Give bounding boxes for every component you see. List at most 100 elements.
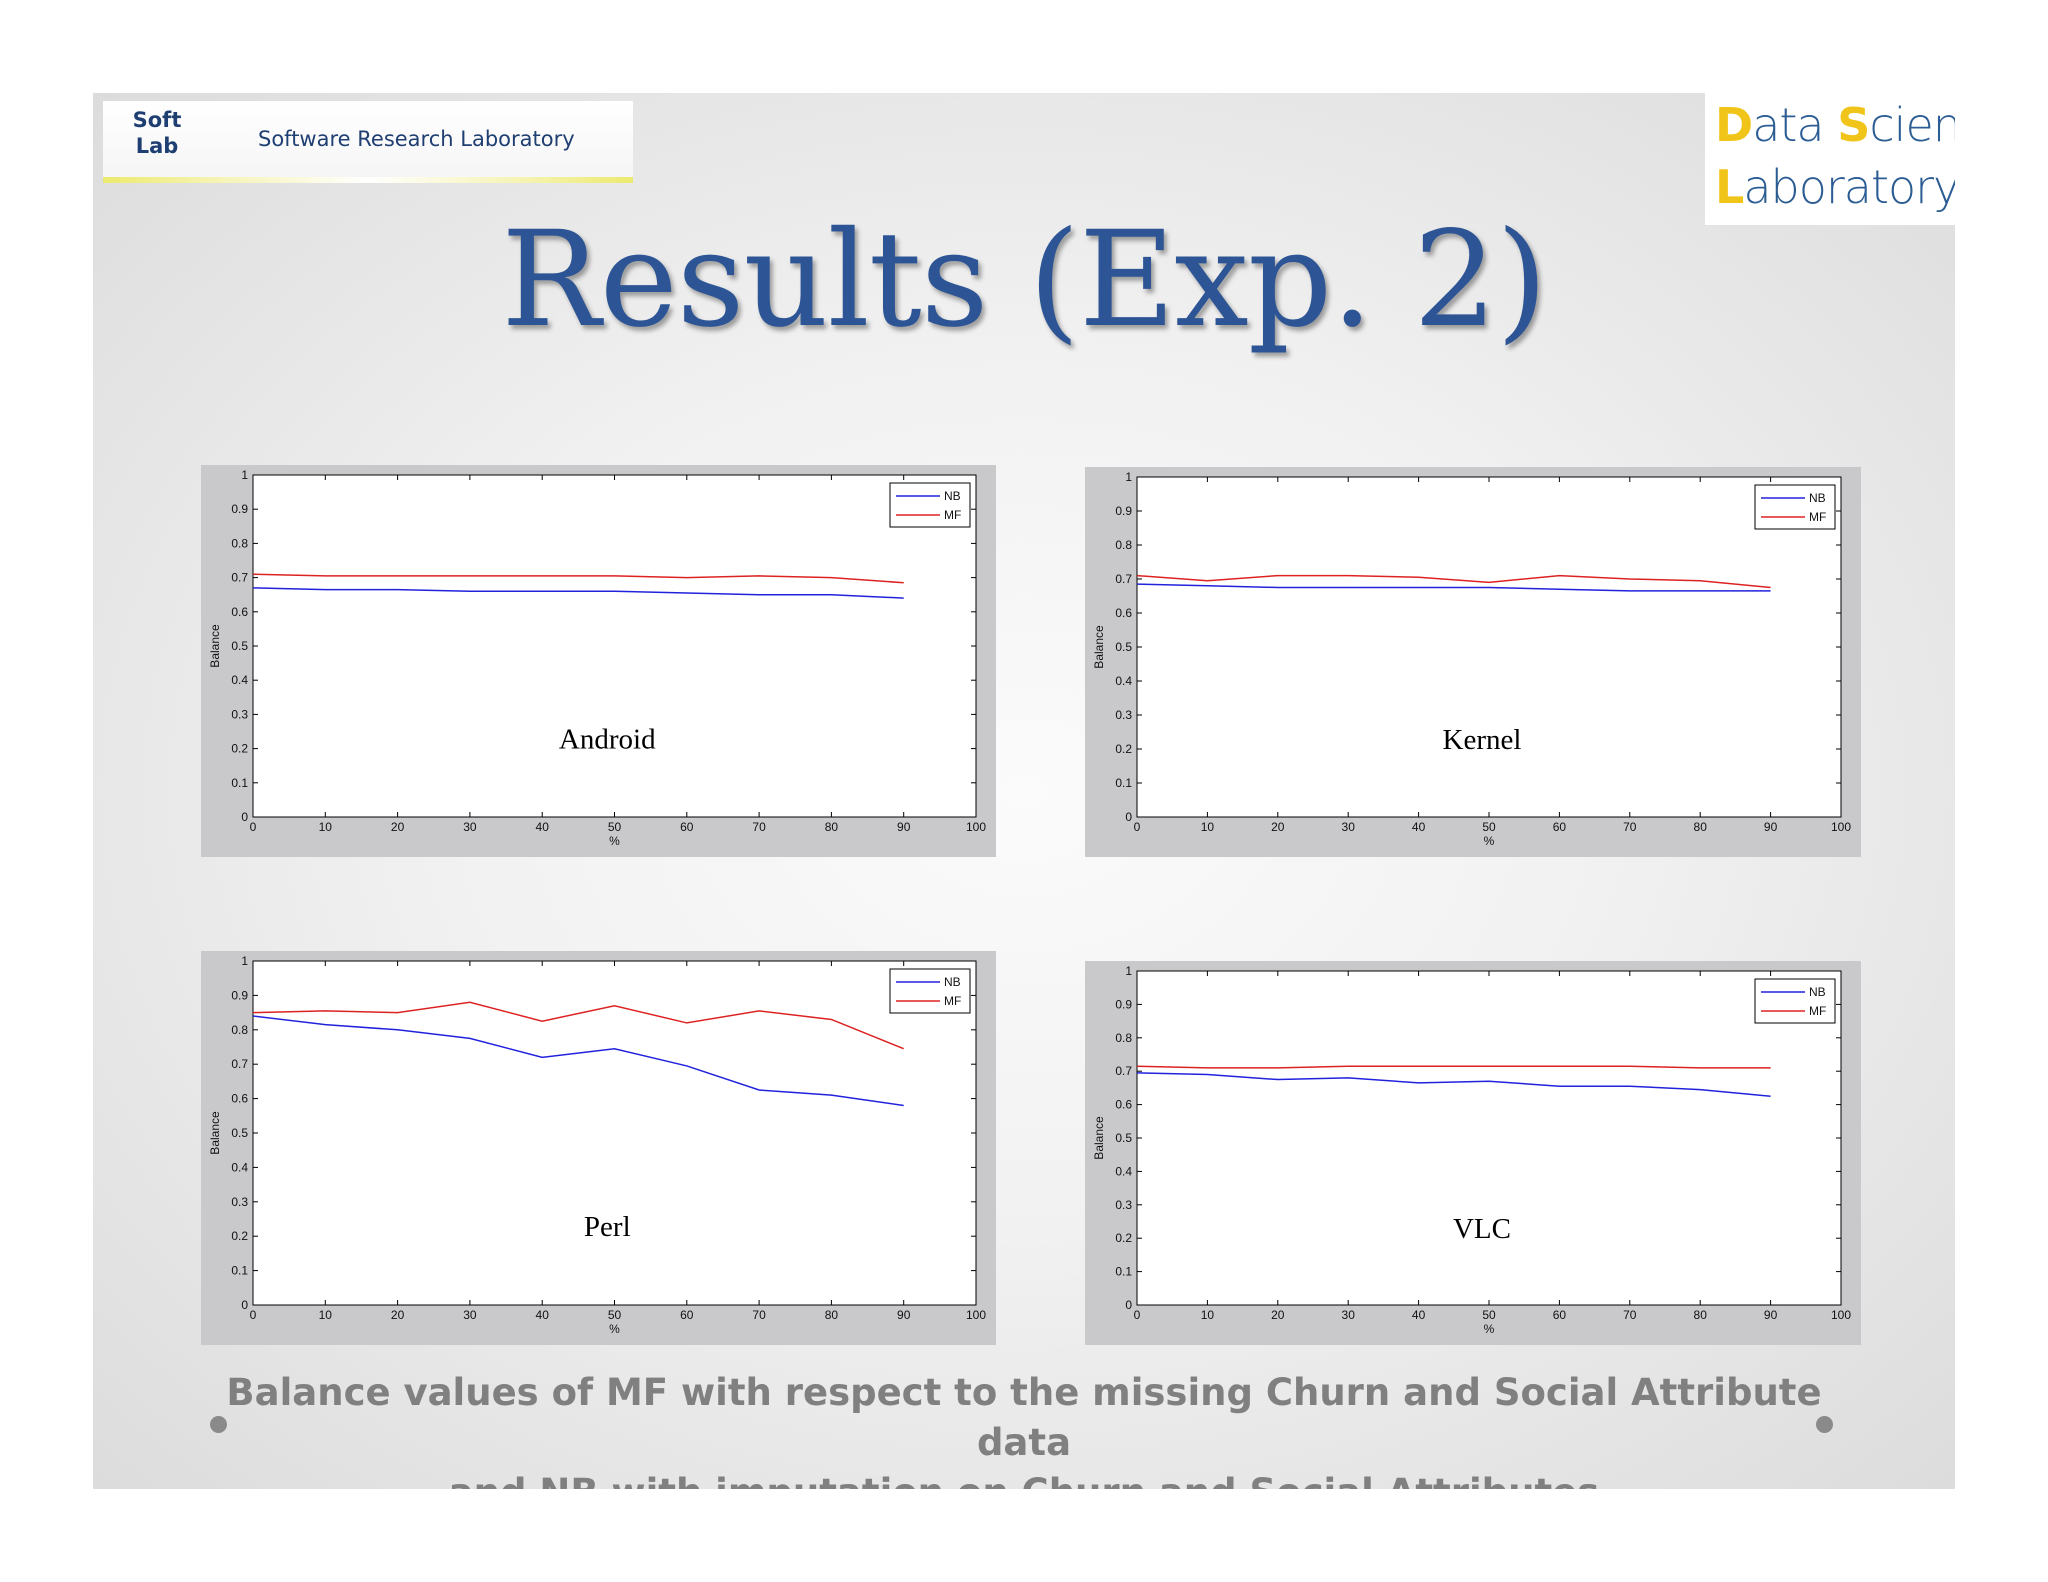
y-tick-label: 0.7: [231, 1057, 248, 1071]
x-tick-label: 40: [536, 1308, 550, 1322]
left-bullet: [210, 1416, 227, 1433]
dsl-initial-d: D: [1715, 98, 1753, 152]
y-tick-label: 0.6: [231, 1092, 248, 1106]
x-tick-label: 20: [391, 1308, 405, 1322]
x-tick-label: 100: [1831, 820, 1851, 834]
series-line-nb: [252, 587, 904, 599]
chart-svg: 0 10 20 30 40 50 60 70 80 90 100 0 0.1 0.2 0.3 0.4 0.5 0.…: [1092, 964, 1851, 1336]
x-tick-label: 100: [966, 1308, 986, 1322]
chart-panel-perl: 0 10 20 30 40 50 60 70 80 90 100 0 0.1 0.2 0.3 0.4 0.5 0.…: [201, 951, 996, 1345]
x-tick-label: 0: [1134, 1308, 1141, 1322]
y-tick-label: 0.3: [1115, 1198, 1132, 1212]
header-underline: [103, 177, 633, 183]
dsl-word-data: ata: [1752, 98, 1838, 152]
softlab-logo-line1: Soft: [132, 108, 182, 132]
x-axis-label: %: [609, 834, 620, 848]
slide-title: Results (Exp. 2): [501, 203, 1547, 357]
y-tick-label: 0.8: [231, 1023, 248, 1037]
y-axis-label: Balance: [208, 1111, 222, 1155]
y-tick-label: 0: [241, 1298, 248, 1312]
chart-annotation: Perl: [584, 1211, 631, 1243]
y-tick-label: 0.7: [1115, 572, 1132, 586]
x-tick-label: 70: [1623, 1308, 1637, 1322]
x-tick-label: 20: [391, 820, 405, 834]
x-tick-label: 10: [319, 1308, 333, 1322]
y-tick-label: 0.8: [1115, 1031, 1132, 1045]
y-tick-label: 1: [241, 954, 248, 968]
y-tick-label: 0.5: [1115, 1131, 1132, 1145]
y-tick-label: 0.1: [231, 776, 248, 790]
y-tick-label: 0.9: [231, 988, 248, 1002]
plot-area: [1136, 970, 1842, 1306]
plot-area: [252, 960, 977, 1306]
y-tick-label: 0.6: [1115, 1098, 1132, 1112]
y-tick-label: 0.6: [1115, 606, 1132, 620]
softlab-header: Soft Lab Software Research Laboratory: [103, 101, 633, 183]
y-tick-label: 0.2: [231, 1229, 248, 1243]
x-tick-label: 90: [897, 820, 911, 834]
x-tick-label: 0: [250, 1308, 257, 1322]
y-tick-label: 0.4: [1115, 1164, 1132, 1178]
chart-svg: 0 10 20 30 40 50 60 70 80 90 100 0 0.1 0.2 0.3 0.4 0.5 0.…: [1092, 470, 1851, 848]
y-tick-label: 1: [241, 468, 248, 482]
x-tick-label: 0: [250, 820, 257, 834]
y-tick-label: 0.1: [1115, 776, 1132, 790]
y-tick-label: 0.5: [231, 1126, 248, 1140]
y-tick-label: 0.5: [231, 639, 248, 653]
series-line-nb: [1136, 583, 1771, 592]
legend-label-mf: MF: [944, 994, 961, 1008]
x-tick-label: 30: [1342, 820, 1356, 834]
x-tick-label: 90: [1764, 1308, 1778, 1322]
x-tick-label: 10: [1201, 820, 1215, 834]
y-axis-label: Balance: [208, 624, 222, 668]
x-tick-label: 60: [1553, 1308, 1567, 1322]
data-science-lab-logo: Data Science Laboratory: [1705, 93, 1955, 225]
x-tick-label: 70: [752, 820, 766, 834]
x-tick-label: 40: [1412, 820, 1426, 834]
chart-annotation: Kernel: [1443, 724, 1522, 756]
x-tick-label: 20: [1271, 820, 1285, 834]
legend-label-nb: NB: [944, 975, 961, 989]
x-tick-label: 60: [680, 1308, 694, 1322]
x-tick-label: 60: [1553, 820, 1567, 834]
x-tick-label: 90: [897, 1308, 911, 1322]
y-tick-label: 0.5: [1115, 640, 1132, 654]
y-tick-label: 0.3: [1115, 708, 1132, 722]
plot-area: [1136, 476, 1842, 818]
x-tick-label: 70: [752, 1308, 766, 1322]
legend-label-nb: NB: [944, 489, 961, 503]
caption-line1: Balance values of MF with respect to the…: [226, 1371, 1822, 1464]
series-line-nb: [1136, 1072, 1771, 1097]
legend-label-mf: MF: [1809, 1004, 1826, 1018]
dsl-word-laboratory: aboratory: [1743, 160, 1955, 214]
y-tick-label: 0: [1125, 1298, 1132, 1312]
x-tick-label: 30: [1342, 1308, 1356, 1322]
x-tick-label: 100: [1831, 1308, 1851, 1322]
x-tick-label: 50: [1482, 820, 1496, 834]
y-axis-label: Balance: [1092, 1116, 1106, 1160]
softlab-logo: Soft Lab: [117, 107, 197, 159]
x-tick-label: 70: [1623, 820, 1637, 834]
dsl-word-science: cience: [1869, 98, 1955, 152]
dsl-logo-line2: Laboratory: [1715, 157, 1955, 217]
x-tick-label: 40: [536, 820, 550, 834]
chart-panel-kernel: 0 10 20 30 40 50 60 70 80 90 100 0 0.1 0.2 0.3 0.4 0.5 0.…: [1085, 467, 1861, 857]
y-tick-label: 0.2: [1115, 742, 1132, 756]
slide: Soft Lab Software Research Laboratory Da…: [93, 93, 1955, 1489]
y-tick-label: 0.7: [1115, 1064, 1132, 1078]
legend-label-nb: NB: [1809, 491, 1826, 505]
y-tick-label: 0: [241, 810, 248, 824]
y-axis-label: Balance: [1092, 625, 1106, 669]
y-tick-label: 0.9: [231, 502, 248, 516]
x-axis-label: %: [1484, 1322, 1495, 1336]
legend-box: [1754, 484, 1836, 530]
x-tick-label: 50: [1482, 1308, 1496, 1322]
x-tick-label: 60: [680, 820, 694, 834]
x-tick-label: 10: [1201, 1308, 1215, 1322]
plot-area: [252, 474, 977, 818]
y-tick-label: 0.9: [1115, 997, 1132, 1011]
series-line-mf: [1136, 574, 1771, 589]
y-tick-label: 0.4: [1115, 674, 1132, 688]
legend-label-mf: MF: [1809, 510, 1826, 524]
y-tick-label: 0.2: [231, 742, 248, 756]
